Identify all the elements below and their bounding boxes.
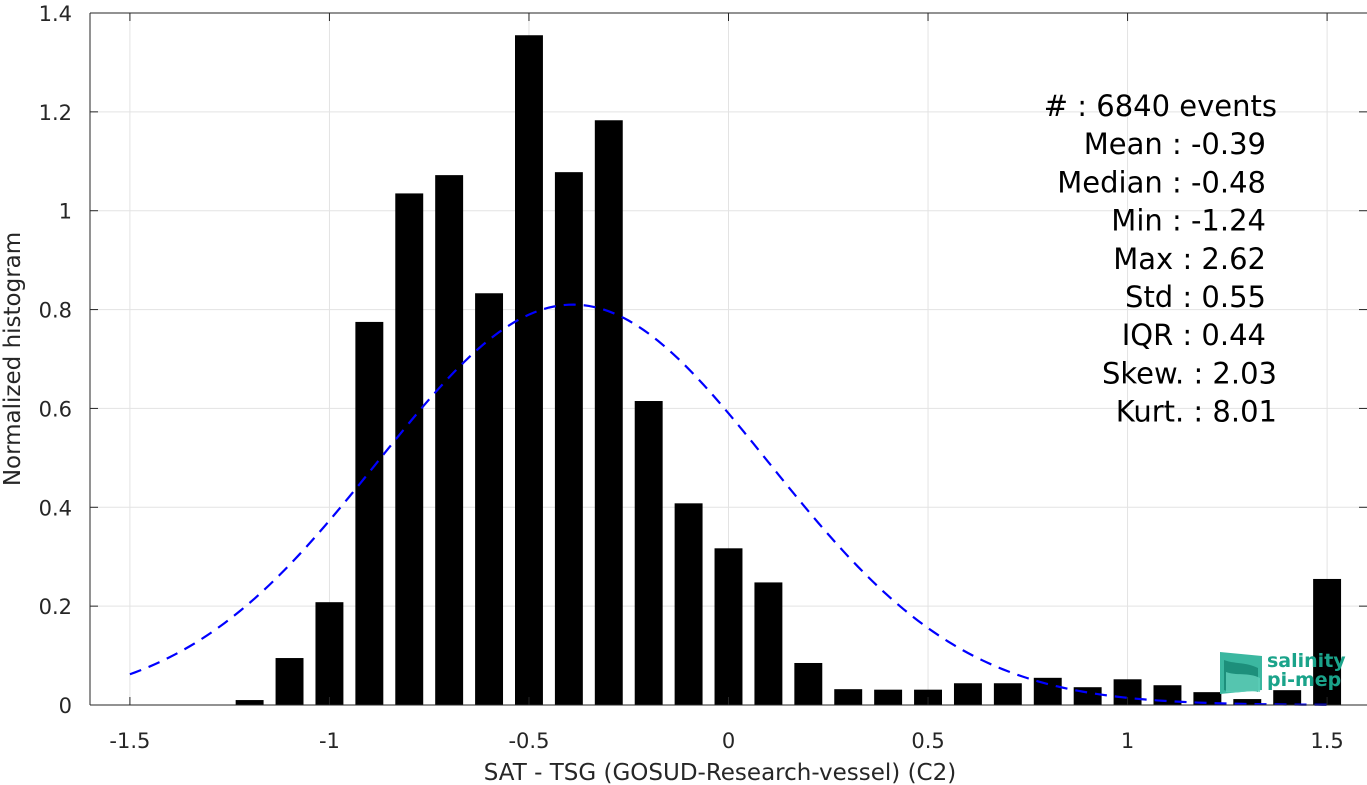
histogram-bar xyxy=(355,321,384,705)
histogram-bar xyxy=(993,683,1022,705)
stat-annotation-line: IQR : 0.44 xyxy=(1122,318,1266,352)
stat-annotation-line: Min : -1.24 xyxy=(1111,204,1266,238)
stat-annotation-line: Median : -0.48 xyxy=(1057,165,1266,199)
histogram-bar xyxy=(235,700,264,705)
statistics-annotation: # : 6840 events Mean : -0.39 Median : -0.4… xyxy=(1044,89,1277,429)
histogram-bar xyxy=(275,658,304,705)
y-tick-label: 0.8 xyxy=(39,299,72,323)
x-tick-label: 0 xyxy=(722,729,735,753)
histogram-bar xyxy=(475,293,504,705)
histogram-bar xyxy=(674,503,703,705)
y-tick-label: 0.2 xyxy=(39,595,72,619)
salinity-pi-mep-logo: salinity pi-mep xyxy=(1220,650,1346,694)
logo-text-line2: pi-mep xyxy=(1267,669,1341,691)
histogram-bar xyxy=(1273,690,1302,705)
histogram-bar xyxy=(794,662,823,705)
x-tick-label: 1 xyxy=(1121,729,1134,753)
y-tick-label: 0 xyxy=(59,694,72,718)
histogram-bar xyxy=(1233,699,1262,705)
histogram-bar xyxy=(1313,578,1342,705)
stat-annotation-line: Std : 0.55 xyxy=(1125,280,1266,314)
logo-wave-icon xyxy=(1220,652,1262,694)
histogram-bar xyxy=(834,689,863,705)
ticks: -1.5 -1 -0.5 0 0.5 1 1.5 0 0.2 0.4 0.6 0.8 1 1.2 1.4 xyxy=(39,2,1367,753)
stat-annotation-line: Max : 2.62 xyxy=(1113,242,1266,276)
stat-annotation-line: # : 6840 events xyxy=(1044,89,1277,123)
y-tick-label: 0.4 xyxy=(39,496,72,520)
y-tick-label: 0.6 xyxy=(39,397,72,421)
histogram-bar xyxy=(754,582,783,705)
x-tick-label: 1.5 xyxy=(1310,729,1343,753)
x-tick-label: -0.5 xyxy=(508,729,549,753)
histogram-bar xyxy=(874,689,903,705)
y-tick-label: 1.2 xyxy=(39,101,72,125)
histogram-bar xyxy=(594,120,623,705)
x-axis-title: SAT - TSG (GOSUD-Research-vessel) (C2) xyxy=(484,760,956,785)
histogram-bar xyxy=(953,683,982,705)
histogram-bar xyxy=(315,602,344,705)
histogram-bar xyxy=(714,548,743,705)
x-tick-label: -1 xyxy=(319,729,340,753)
stat-annotation-line: Mean : -0.39 xyxy=(1084,127,1266,161)
gaussian-fit-curve xyxy=(129,303,1328,706)
y-tick-label: 1.4 xyxy=(39,2,72,26)
x-tick-label: 0.5 xyxy=(911,729,944,753)
y-tick-label: 1 xyxy=(59,200,72,224)
stat-annotation-line: Skew. : 2.03 xyxy=(1102,356,1277,390)
x-tick-label: -1.5 xyxy=(109,729,150,753)
histogram-bar xyxy=(554,172,583,705)
histogram-bar xyxy=(515,35,543,705)
logo-text-line1: salinity xyxy=(1267,650,1346,672)
histogram-bars xyxy=(235,35,1342,705)
histogram-bar xyxy=(634,401,663,705)
y-axis-title: Normalized histogram xyxy=(0,232,26,486)
histogram-bar xyxy=(435,175,464,705)
histogram-bar xyxy=(395,193,424,705)
stat-annotation-line: Kurt. : 8.01 xyxy=(1116,395,1277,429)
